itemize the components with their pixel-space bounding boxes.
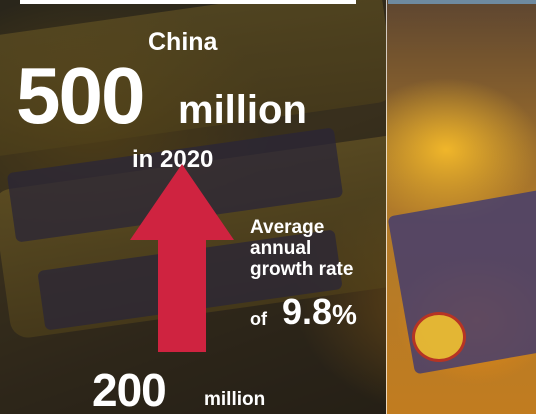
baseline-unit: million xyxy=(204,389,266,410)
growth-rate-value: 9.8 xyxy=(282,291,333,332)
top-rule xyxy=(20,0,356,4)
growth-rate-symbol: % xyxy=(332,299,357,330)
current-year: in 2020 xyxy=(132,146,214,173)
current-value: 500 xyxy=(16,51,145,140)
top-rule xyxy=(388,0,536,4)
current-unit: million xyxy=(178,88,307,132)
panel-divider xyxy=(386,0,387,414)
growth-label: Average annual growth rate xyxy=(250,217,353,280)
growth-label-line: Average xyxy=(250,217,325,238)
growth-prefix: of xyxy=(250,309,267,329)
baseline-value: 200 xyxy=(92,364,167,414)
growth-rate: 9.8% xyxy=(282,294,357,330)
brand-logo xyxy=(412,312,466,362)
growth-label-line: annual xyxy=(250,238,312,259)
up-arrow-icon xyxy=(130,164,234,352)
growth-label-line: growth rate xyxy=(250,259,354,280)
country-label: China xyxy=(148,28,218,56)
